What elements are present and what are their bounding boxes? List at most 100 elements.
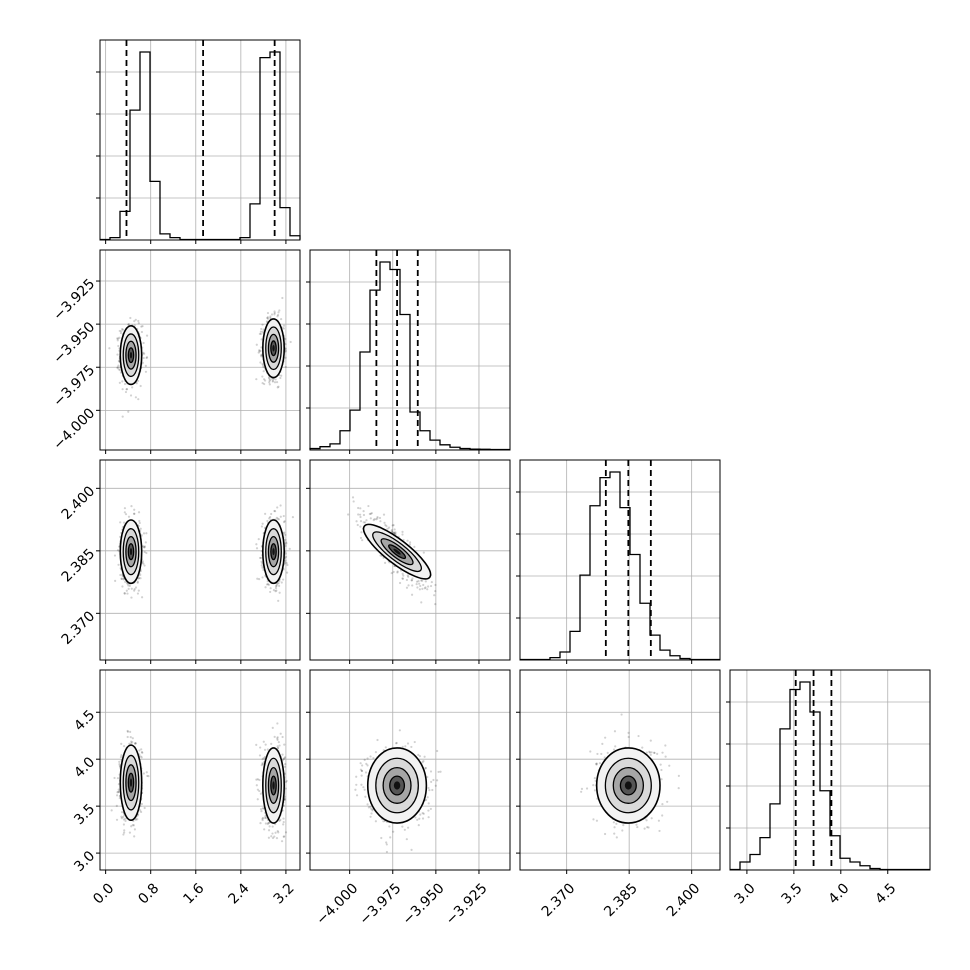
scatter-point <box>120 811 124 814</box>
scatter-point <box>402 574 405 577</box>
scatter-point <box>120 817 123 820</box>
scatter-point <box>266 311 270 315</box>
x-tick-label-p0: 0.8 <box>135 880 162 907</box>
density-panel-p3-p0 <box>96 669 301 874</box>
scatter-point <box>376 517 379 520</box>
scatter-point <box>260 560 263 563</box>
scatter-point <box>259 808 263 811</box>
scatter-point <box>113 776 116 780</box>
scatter-point <box>424 580 427 583</box>
density-content <box>354 729 442 854</box>
density-panel-p2-p0 <box>96 459 301 664</box>
contour-level-4 <box>393 548 401 555</box>
scatter-point <box>139 810 143 814</box>
scatter-point <box>650 817 653 820</box>
scatter-point <box>267 829 271 832</box>
scatter-point <box>370 512 373 515</box>
scatter-point <box>283 765 287 768</box>
scatter-point <box>142 532 146 535</box>
scatter-point <box>123 829 126 832</box>
scatter-point <box>265 320 269 323</box>
scatter-point <box>127 587 130 590</box>
hist-panel-p3 <box>726 669 931 874</box>
scatter-point <box>420 579 423 582</box>
scatter-point <box>120 754 123 757</box>
scatter-point <box>284 559 287 562</box>
contour-level-4 <box>129 778 133 787</box>
scatter-point <box>117 790 120 793</box>
scatter-point <box>260 338 263 341</box>
scatter-point <box>437 770 440 774</box>
scatter-point <box>621 829 624 832</box>
scatter-point <box>421 579 424 582</box>
scatter-point <box>426 588 429 591</box>
scatter-point <box>284 349 287 352</box>
scatter-point <box>122 823 126 826</box>
scatter-point <box>133 835 136 838</box>
scatter-point <box>267 376 271 379</box>
scatter-point <box>279 732 282 735</box>
scatter-point <box>126 735 129 739</box>
scatter-point <box>363 758 366 761</box>
scatter-point <box>645 819 648 822</box>
scatter-point <box>285 562 288 565</box>
scatter-point <box>121 388 124 391</box>
scatter-point <box>118 336 121 339</box>
y-tick-label-p2: 2.370 <box>59 608 99 648</box>
scatter-point <box>147 775 150 778</box>
scatter-point <box>414 816 417 819</box>
scatter-point <box>118 369 122 372</box>
scatter-point <box>282 514 285 518</box>
scatter-point <box>390 571 393 575</box>
scatter-point <box>124 580 127 584</box>
scatter-point <box>643 827 646 830</box>
scatter-point <box>355 794 359 797</box>
scatter-point <box>388 825 391 828</box>
scatter-point <box>276 722 279 725</box>
scatter-point <box>258 332 261 335</box>
scatter-point <box>130 740 133 743</box>
scatter-point <box>641 746 644 749</box>
scatter-point <box>261 817 264 820</box>
scatter-point <box>418 817 421 820</box>
scatter-point <box>355 783 358 786</box>
scatter-point <box>416 818 419 821</box>
scatter-point <box>139 809 142 812</box>
scatter-point <box>282 823 285 826</box>
scatter-point <box>647 826 650 829</box>
hist-panel-p1 <box>306 249 511 454</box>
scatter-point <box>140 325 143 328</box>
scatter-point <box>436 779 439 782</box>
scatter-point <box>405 838 408 841</box>
scatter-point <box>139 577 142 580</box>
y-tick-label-p1: −3.925 <box>50 276 98 324</box>
scatter-point <box>407 575 410 578</box>
scatter-point <box>262 740 265 743</box>
scatter-point <box>116 791 119 794</box>
scatter-point <box>261 382 264 385</box>
scatter-point <box>130 742 133 745</box>
scatter-point <box>122 521 126 524</box>
scatter-point <box>357 506 360 510</box>
scatter-point <box>281 735 284 739</box>
scatter-point <box>427 786 430 790</box>
scatter-point <box>127 323 130 326</box>
scatter-point <box>392 523 395 527</box>
scatter-point <box>284 780 288 784</box>
scatter-point <box>261 807 265 810</box>
scatter-point <box>264 816 267 820</box>
scatter-point <box>275 589 278 592</box>
scatter-point <box>434 603 437 606</box>
histogram-step-p3 <box>730 681 930 871</box>
scatter-point <box>636 825 639 829</box>
scatter-point <box>421 761 424 764</box>
scatter-point <box>434 784 437 787</box>
scatter-point <box>276 517 279 520</box>
scatter-point <box>261 818 264 822</box>
scatter-point <box>120 815 123 818</box>
scatter-point <box>270 313 274 316</box>
scatter-point <box>134 586 138 589</box>
scatter-point <box>395 741 398 745</box>
scatter-point <box>374 820 377 823</box>
